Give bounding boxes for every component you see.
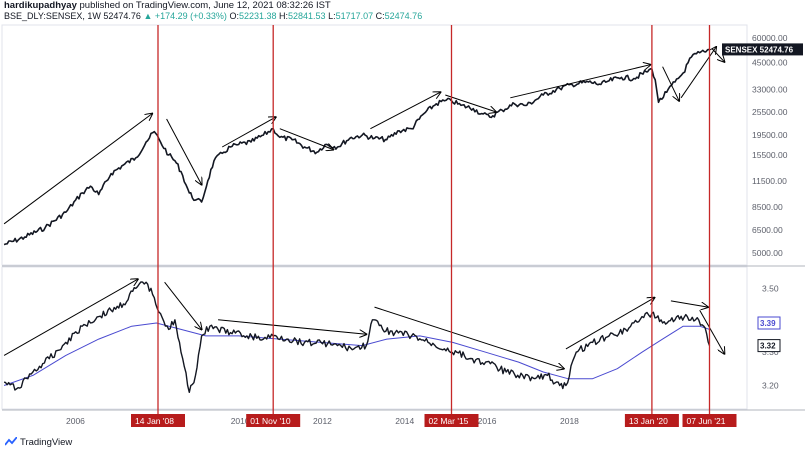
x-tick-label: 2012 — [313, 416, 332, 426]
moving-average-line — [3, 322, 710, 386]
date-marker-label: 14 Jan '08 — [135, 416, 174, 426]
y-tick-label-main: 15500.00 — [752, 150, 788, 160]
sensex-price-line — [3, 48, 710, 246]
y-tick-label-main: 19500.00 — [752, 130, 788, 140]
date-marker-label: 01 Nov '10 — [250, 416, 291, 426]
brand-name: TradingView — [20, 437, 73, 448]
low-label: L: — [328, 11, 336, 21]
close-label: C: — [375, 11, 385, 21]
trend-arrow — [699, 310, 725, 354]
trend-arrow — [662, 66, 680, 101]
price-tag-bg — [722, 43, 803, 56]
x-tick-label: 2016 — [478, 416, 497, 426]
y-tick-label-main: 33000.00 — [752, 85, 788, 95]
trend-arrow — [510, 65, 650, 99]
high-value: 52841.53 — [288, 11, 326, 21]
symbol-label[interactable]: BSE_DLY:SENSEX, 1W — [4, 11, 101, 21]
close-value: 52474.76 — [384, 11, 423, 21]
date-marker-bg — [424, 414, 479, 427]
y-tick-label-main: 25500.00 — [752, 107, 788, 117]
date-marker-bg — [682, 414, 737, 427]
x-tick-label: 2010 — [231, 416, 250, 426]
ratio-price-tag: 3.39 — [760, 319, 776, 328]
trend-arrow — [565, 298, 655, 350]
date-marker-label: 07 Jun '21 — [687, 416, 726, 426]
y-tick-label-main: 60000.00 — [752, 33, 788, 43]
x-tick-label: 2018 — [560, 416, 579, 426]
chart-header-author: hardikupadhyay published on TradingView.… — [4, 0, 331, 11]
low-value: 51717.07 — [335, 11, 374, 21]
trend-arrow — [164, 281, 202, 329]
y-tick-label-ratio: 3.50 — [762, 283, 779, 293]
y-tick-label-main: 6500.00 — [752, 225, 783, 235]
trend-arrow — [3, 114, 152, 225]
y-tick-label-ratio: 3.20 — [762, 381, 779, 391]
ratio-price-tag-bg — [757, 339, 781, 353]
y-tick-label-main: 8500.00 — [752, 202, 783, 212]
y-tick-label-main: 45000.00 — [752, 58, 788, 68]
price-change: ▲ +174.29 (+0.33%) — [143, 11, 227, 21]
ratio-line — [3, 281, 711, 393]
trend-arrow — [218, 319, 366, 335]
x-tick-label: 2014 — [395, 416, 414, 426]
tradingview-logo-icon — [5, 437, 17, 446]
date-marker-bg — [624, 414, 679, 427]
y-tick-label-ratio: 3.30 — [762, 347, 779, 357]
date-marker-label: 02 Mar '15 — [429, 416, 469, 426]
trend-arrow — [680, 47, 716, 99]
sub-pane-frame — [1, 266, 748, 410]
last-price: 52474.76 — [103, 11, 141, 21]
trend-arrow — [166, 118, 202, 185]
trend-arrow — [279, 128, 334, 150]
trend-arrow — [670, 300, 708, 307]
trend-arrow — [445, 94, 496, 112]
tradingview-logo[interactable]: TradingView — [5, 437, 72, 448]
y-tick-label-main: 5000.00 — [752, 248, 783, 258]
high-label: H: — [279, 11, 289, 21]
date-marker-bg — [131, 414, 185, 427]
trend-arrow — [711, 48, 724, 62]
date-marker-label: 13 Jan '20 — [629, 416, 668, 426]
main-pane-frame — [1, 24, 748, 266]
x-tick-label: 2006 — [66, 416, 85, 426]
author-name[interactable]: hardikupadhyay — [4, 0, 77, 11]
ratio-price-tag-bg — [757, 316, 781, 330]
y-tick-label-main: 11500.00 — [752, 176, 787, 186]
publish-info: published on TradingView.com, June 12, 2… — [79, 0, 331, 11]
trend-arrow — [3, 279, 138, 356]
open-value: 52231.38 — [238, 11, 277, 21]
price-tag-label: SENSEX 52474.76 — [725, 45, 794, 54]
ratio-price-tag: 3.32 — [760, 342, 776, 351]
chart-header-symbol: BSE_DLY:SENSEX, 1W 52474.76 ▲ +174.29 (+… — [4, 11, 422, 21]
trend-arrow — [221, 117, 276, 148]
open-label: O: — [229, 11, 239, 21]
trend-arrow — [370, 92, 440, 130]
trend-arrow — [374, 306, 564, 369]
date-marker-bg — [246, 414, 301, 427]
